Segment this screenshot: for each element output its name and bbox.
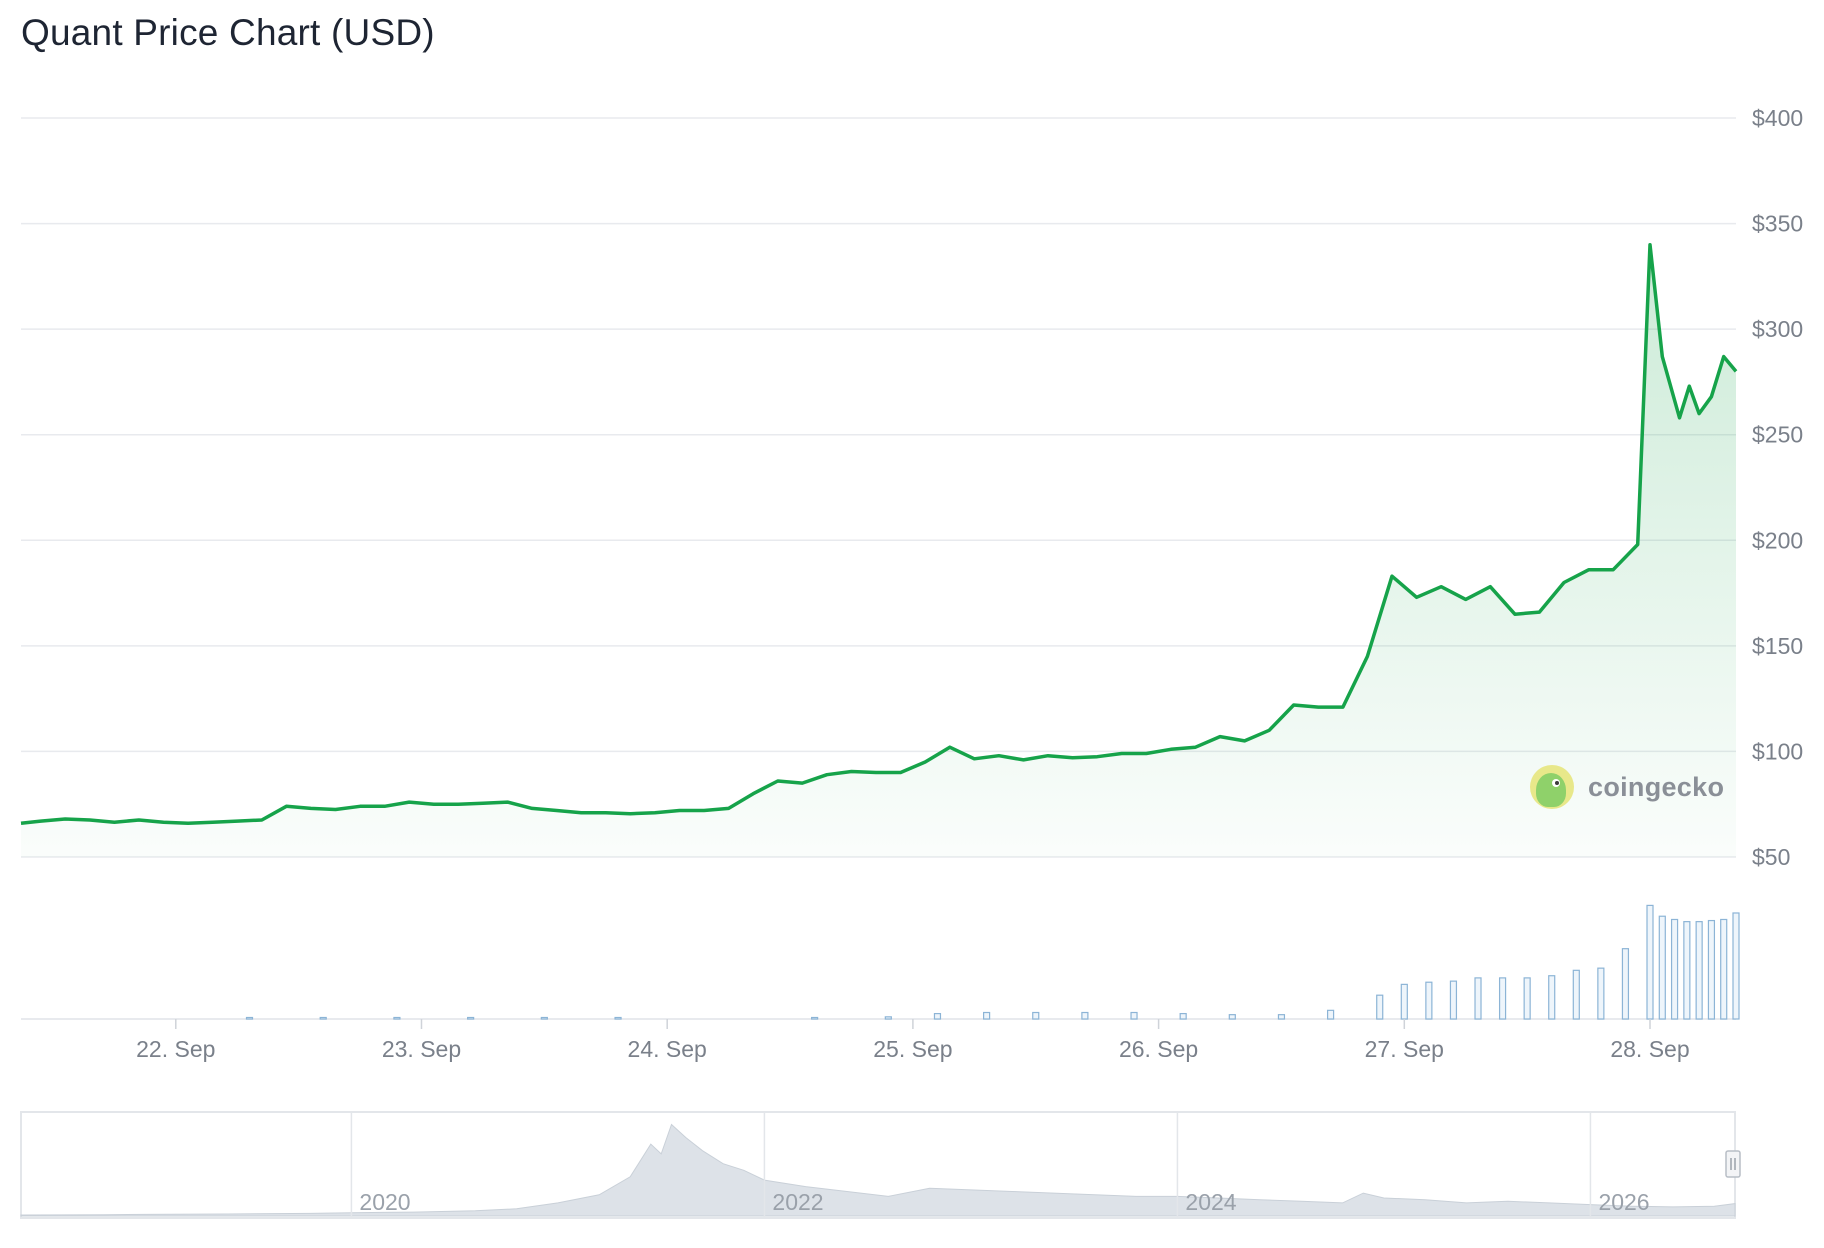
x-tick-label: 24. Sep <box>628 1036 707 1062</box>
volume-bar <box>1523 977 1531 1020</box>
volume-bar <box>1474 977 1482 1020</box>
y-tick-label: $100 <box>1752 738 1803 764</box>
chart-title: Quant Price Chart (USD) <box>21 12 435 53</box>
volume-bar <box>1179 1012 1187 1020</box>
volume-bar <box>1707 919 1716 1020</box>
volume-bar <box>1695 921 1703 1020</box>
volume-bar <box>1621 948 1630 1020</box>
volume-bar <box>540 1016 548 1020</box>
volume-bar <box>933 1012 942 1020</box>
navigator-year-label: 2020 <box>359 1189 410 1215</box>
navigator-year-labels: 2020 2022 2024 2026 <box>359 1189 1649 1215</box>
volume-bars <box>245 904 1740 1020</box>
volume-bar <box>1081 1011 1089 1020</box>
volume-bar <box>1548 975 1556 1020</box>
volume-bar <box>1326 1009 1335 1020</box>
volume-bar <box>1683 921 1691 1020</box>
navigator-year-label: 2022 <box>772 1189 823 1215</box>
x-tick-label: 22. Sep <box>136 1036 215 1062</box>
volume-bar <box>884 1016 892 1020</box>
volume-bar <box>1670 918 1679 1020</box>
navigator-history-area <box>20 1123 1736 1217</box>
y-tick-label: $200 <box>1752 527 1803 553</box>
x-tick-label: 23. Sep <box>382 1036 461 1062</box>
volume-bar <box>1032 1011 1040 1020</box>
y-tick-label: $350 <box>1752 211 1803 237</box>
volume-bar <box>1597 967 1605 1020</box>
price-line <box>20 242 1738 825</box>
y-tick-label: $50 <box>1752 844 1790 870</box>
volume-bar <box>245 1016 254 1020</box>
y-tick-label: $150 <box>1752 633 1803 659</box>
y-tick-label: $400 <box>1752 105 1803 131</box>
volume-bar <box>1130 1011 1138 1020</box>
x-axis-labels: 22. Sep 23. Sep 24. Sep 25. Sep 26. Sep 27. S… <box>136 1019 1690 1062</box>
volume-bar <box>1228 1014 1236 1020</box>
navigator-year-label: 2026 <box>1598 1189 1649 1215</box>
price-line-group <box>20 242 1738 825</box>
coingecko-watermark: coingecko <box>1530 765 1724 809</box>
volume-bar <box>1498 977 1507 1020</box>
navigator-year-label: 2024 <box>1185 1189 1236 1215</box>
volume-bar <box>983 1011 991 1020</box>
volume-bar <box>393 1016 401 1020</box>
volume-bar <box>1658 915 1666 1020</box>
x-tick-label: 28. Sep <box>1610 1036 1689 1062</box>
volume-bar <box>319 1016 327 1020</box>
y-tick-label: $300 <box>1752 316 1803 342</box>
volume-bar <box>1732 912 1740 1020</box>
watermark-text: coingecko <box>1588 771 1725 802</box>
x-tick-label: 25. Sep <box>873 1036 952 1062</box>
x-tick-label: 26. Sep <box>1119 1036 1198 1062</box>
x-tick-label: 27. Sep <box>1365 1036 1444 1062</box>
volume-bar <box>1277 1014 1286 1020</box>
navigator-handle[interactable] <box>1725 1150 1741 1178</box>
y-axis-labels: $50 $100 $150 $200 $250 $300 $350 $400 <box>1752 105 1803 870</box>
volume-bar <box>1449 980 1458 1020</box>
volume-bar <box>1572 969 1580 1020</box>
gecko-logo-icon <box>1530 765 1574 809</box>
volume-bar <box>467 1016 475 1020</box>
volume-bar <box>614 1016 622 1020</box>
navigator-area <box>20 1123 1736 1217</box>
volume-bar <box>811 1016 819 1020</box>
volume-bar <box>1376 994 1384 1020</box>
volume-bar <box>1720 918 1728 1020</box>
y-tick-label: $250 <box>1752 422 1803 448</box>
navigator-year-lines <box>350 1113 1592 1217</box>
volume-bar <box>1425 981 1433 1020</box>
